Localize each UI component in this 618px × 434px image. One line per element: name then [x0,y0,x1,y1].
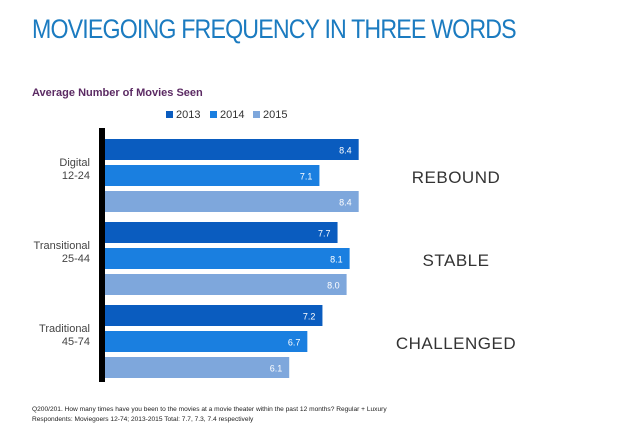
chart-subtitle: Average Number of Movies Seen [32,87,203,99]
bar-label-1-2013: 7.7 [318,229,331,239]
bar-label-1-2015: 8.0 [327,281,340,291]
legend-swatch-2014 [210,111,217,118]
category-range-0: 12-24 [62,170,90,182]
legend-label-2013: 2013 [176,109,200,121]
bar-2-2014 [105,331,308,352]
bar-0-2013 [105,139,359,160]
summary-word-1: STABLE [423,251,490,270]
bar-2-2013 [105,305,323,326]
bar-2-2015 [105,357,290,378]
legend-label-2015: 2015 [263,109,287,121]
bar-1-2015 [105,274,347,295]
bar-label-2-2014: 6.7 [288,338,301,348]
footnote-respondents: Respondents: Moviegoers 12-74; 2013-2015… [32,416,254,423]
bar-1-2014 [105,248,350,269]
chart-bars: 8.4 7.1 8.4 7.7 8.1 8.0 7.2 6.7 6.1 [105,139,359,378]
category-range-1: 25-44 [62,253,90,265]
summary-word-0: REBOUND [412,168,501,187]
bar-label-2-2013: 7.2 [303,312,316,322]
category-label-0: Digital [59,157,90,169]
legend-label-2014: 2014 [220,109,244,121]
chart-title: MOVIEGOING FREQUENCY IN THREE WORDS [32,14,517,44]
bar-label-2-2015: 6.1 [270,364,283,374]
footnote: Q200/201. How many times have you been t… [32,405,387,425]
summary-words: REBOUND STABLE CHALLENGED [396,168,516,353]
legend-swatch-2015 [253,111,260,118]
category-range-2: 45-74 [62,336,90,348]
bar-label-1-2014: 8.1 [330,255,343,265]
bar-label-0-2015: 8.4 [339,198,352,208]
bar-0-2014 [105,165,320,186]
bar-0-2015 [105,191,359,212]
bar-label-0-2014: 7.1 [300,172,313,182]
bar-label-0-2013: 8.4 [339,146,352,156]
legend-swatch-2013 [166,111,173,118]
summary-word-2: CHALLENGED [396,334,516,353]
category-label-1: Transitional [34,240,90,252]
footnote-question: Q200/201. How many times have you been t… [32,406,387,413]
bar-1-2013 [105,222,338,243]
chart-legend: 2013 2014 2015 [166,109,287,121]
y-axis-line [99,128,105,382]
category-label-2: Traditional [39,323,90,335]
